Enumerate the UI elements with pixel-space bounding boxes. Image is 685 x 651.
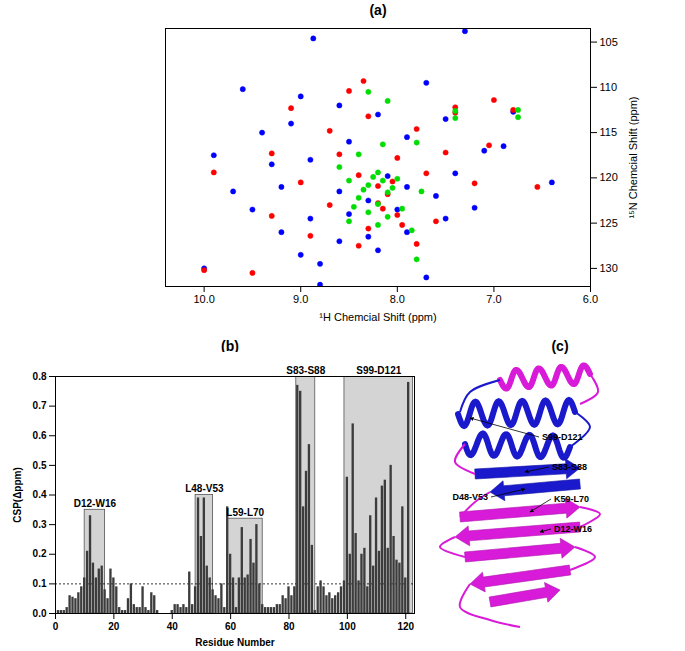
- svg-text:0.1: 0.1: [33, 578, 47, 589]
- svg-text:10.0: 10.0: [193, 293, 214, 305]
- svg-text:0.7: 0.7: [33, 400, 47, 411]
- svg-text:40: 40: [167, 621, 179, 632]
- svg-text:125: 125: [600, 217, 618, 229]
- svg-text:0.4: 0.4: [33, 489, 47, 500]
- svg-text:0.5: 0.5: [33, 460, 47, 471]
- html-text:(a): (a): [369, 2, 387, 18]
- svg-text:120: 120: [600, 171, 618, 183]
- svg-text:0.3: 0.3: [33, 519, 47, 530]
- svg-text:120: 120: [397, 621, 414, 632]
- html-text:(c): (c): [551, 338, 569, 354]
- svg-text:0.0: 0.0: [33, 608, 47, 619]
- svg-text:S99-D121: S99-D121: [542, 432, 583, 442]
- svg-text:Residue Number: Residue Number: [195, 637, 275, 648]
- svg-text:L48-V53: L48-V53: [185, 483, 224, 494]
- svg-text:¹H Chemcial Shift (ppm): ¹H Chemcial Shift (ppm): [319, 311, 436, 323]
- svg-text:110: 110: [600, 81, 618, 93]
- svg-text:7.0: 7.0: [486, 293, 501, 305]
- svg-text:130: 130: [600, 262, 618, 274]
- svg-text:105: 105: [600, 36, 618, 48]
- svg-text:60: 60: [225, 621, 237, 632]
- svg-text:D12-W16: D12-W16: [74, 498, 117, 509]
- svg-text:8.0: 8.0: [390, 293, 405, 305]
- svg-text:0: 0: [53, 621, 59, 632]
- svg-text:CSP(Δppm): CSP(Δppm): [12, 467, 23, 523]
- svg-text:100: 100: [339, 621, 356, 632]
- svg-text:0.8: 0.8: [33, 371, 47, 382]
- svg-text:20: 20: [108, 621, 120, 632]
- svg-text:¹⁵N Chemcial Shift (ppm): ¹⁵N Chemcial Shift (ppm): [627, 97, 639, 219]
- svg-text:D12-W16: D12-W16: [554, 524, 592, 534]
- svg-text:K59-L70: K59-L70: [554, 494, 589, 504]
- svg-text:0.6: 0.6: [33, 430, 47, 441]
- svg-text:0.2: 0.2: [33, 548, 47, 559]
- svg-text:L59-L70: L59-L70: [226, 507, 264, 518]
- html-text:(b): (b): [221, 338, 239, 354]
- svg-text:80: 80: [283, 621, 295, 632]
- svg-text:115: 115: [600, 126, 618, 138]
- svg-text:S83-S88: S83-S88: [286, 365, 325, 376]
- svg-text:S99-D121: S99-D121: [356, 365, 401, 376]
- svg-text:D48-V53: D48-V53: [452, 492, 488, 502]
- svg-text:S83-S88: S83-S88: [552, 462, 587, 472]
- svg-text:6.0: 6.0: [583, 293, 598, 305]
- svg-text:9.0: 9.0: [293, 293, 308, 305]
